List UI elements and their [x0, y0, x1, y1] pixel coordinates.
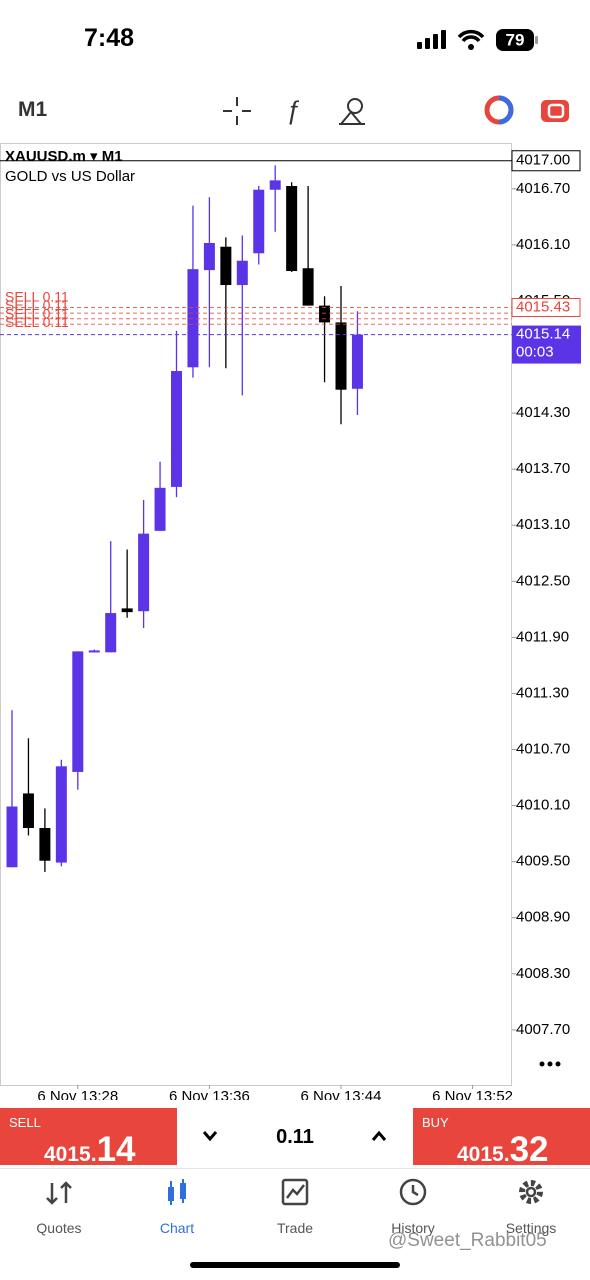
- x-tick-label: 6 Nov 13:36: [169, 1088, 250, 1100]
- sell-price-big: 4015.: [44, 1143, 97, 1166]
- order-price-box: [511, 297, 581, 317]
- volume-up[interactable]: [371, 1130, 387, 1142]
- y-tick-label: 4013.10: [516, 516, 570, 533]
- candle-body: [105, 613, 117, 653]
- sell-button[interactable]: SELL 4015.14: [0, 1108, 177, 1169]
- chart-subtitle: GOLD vs US Dollar: [5, 168, 135, 185]
- tab-label: History: [391, 1220, 435, 1236]
- order-price-label: 4015.43: [516, 298, 570, 315]
- y-tick-label: 4014.30: [516, 404, 570, 421]
- candle-body: [319, 305, 331, 323]
- y-tick-label: 4012.50: [516, 572, 570, 589]
- volume-control: 0.11: [177, 1108, 413, 1165]
- home-indicator: [190, 1262, 400, 1268]
- high-price-box: [511, 150, 581, 172]
- tab-label: Quotes: [36, 1220, 82, 1236]
- current-price-box: [512, 325, 581, 364]
- trade-icon[interactable]: [541, 100, 569, 122]
- volume[interactable]: 0.11: [276, 1126, 314, 1148]
- clock: 7:48: [84, 24, 135, 52]
- tab[interactable]: Settings: [472, 1177, 590, 1247]
- order-label: SELL 0.11: [5, 314, 69, 330]
- candle-body: [171, 371, 182, 487]
- plot-frame: [0, 143, 512, 1086]
- y-tick-label: 4008.30: [516, 965, 570, 982]
- y-tick-label: 4010.70: [516, 740, 570, 757]
- volume-down[interactable]: [202, 1130, 218, 1142]
- candle-body: [335, 322, 347, 390]
- candle-body: [302, 268, 314, 306]
- one-click-icon[interactable]: [484, 95, 514, 125]
- tab[interactable]: Chart: [118, 1177, 236, 1247]
- y-tick-label: 4008.90: [516, 909, 570, 926]
- candle-body: [220, 246, 232, 286]
- sell-price-pips: 14: [96, 1130, 136, 1169]
- sell-label: SELL: [9, 1115, 41, 1130]
- tab[interactable]: History: [354, 1177, 472, 1247]
- x-tick-label: 6 Nov 13:28: [37, 1088, 118, 1100]
- tab-icon: [281, 1178, 309, 1206]
- buy-label: BUY: [422, 1115, 449, 1130]
- current-price-label: 4015.14: [516, 326, 570, 343]
- chart: XAUUSD.m ▾ M1 GOLD vs US Dollar 4016.70 4…: [0, 143, 581, 1100]
- y-tick-label: 4016.70: [516, 180, 570, 197]
- buy-price-pips: 32: [509, 1130, 549, 1169]
- tab-bar: Quotes Chart Trade History Settings: [0, 1168, 590, 1249]
- timeframe-button[interactable]: M1: [18, 98, 48, 121]
- tab-icon: [46, 1181, 72, 1205]
- candle-body: [286, 185, 298, 272]
- order-label: SELL 0.11: [5, 306, 69, 322]
- candle-body: [138, 533, 150, 612]
- high-price-label: 4017.00: [516, 152, 570, 169]
- buy-price-big: 4015.: [457, 1143, 510, 1166]
- x-tick-label: 6 Nov 13:44: [301, 1088, 382, 1100]
- x-tick-label: 6 Nov 13:52: [432, 1088, 513, 1100]
- candle-body: [88, 650, 100, 653]
- candle-body: [269, 180, 281, 190]
- more-dot: [539, 1061, 545, 1067]
- tab[interactable]: Quotes: [0, 1177, 118, 1247]
- candle-body: [351, 334, 363, 389]
- candle-body: [6, 806, 18, 868]
- candle-body: [203, 242, 215, 271]
- chart-symbol: XAUUSD.m ▾ M1: [5, 148, 123, 165]
- objects-icon[interactable]: [338, 98, 365, 125]
- tab[interactable]: Trade: [236, 1177, 354, 1247]
- candle-body: [154, 487, 166, 531]
- watermark: @Sweet_Rabbit05: [388, 1230, 547, 1251]
- candle-body: [121, 608, 133, 613]
- tab-label: Trade: [276, 1220, 314, 1236]
- tab-label: Chart: [159, 1220, 195, 1236]
- status-icons: 79: [417, 29, 538, 51]
- order-label: SELL 0.11: [5, 297, 69, 313]
- y-tick-label: 4009.50: [516, 853, 570, 870]
- candle-body: [55, 766, 67, 863]
- candle-body: [22, 793, 34, 829]
- more-dot: [547, 1061, 553, 1067]
- more-dot: [555, 1061, 561, 1067]
- countdown: 00:03: [516, 344, 554, 361]
- crosshair-icon[interactable]: [223, 97, 251, 125]
- indicator-icon[interactable]: ƒ: [286, 95, 300, 125]
- candle-body: [72, 651, 84, 772]
- y-tick-label: 4011.90: [516, 628, 569, 645]
- candle-body: [253, 189, 265, 254]
- y-tick-label: 4016.10: [516, 236, 570, 253]
- y-tick-label: 4010.10: [516, 797, 570, 814]
- candle-body: [236, 260, 248, 286]
- y-tick-label: 4011.30: [516, 684, 569, 701]
- tab-icon: [399, 1178, 427, 1206]
- order-label: SELL 0.11: [5, 289, 69, 305]
- tab-icon: [519, 1180, 543, 1204]
- buy-button[interactable]: BUY 4015.32: [413, 1108, 590, 1169]
- y-tick-label: 4007.70: [516, 1021, 570, 1038]
- battery-level: 79: [506, 30, 525, 49]
- candle-body: [39, 828, 51, 861]
- y-tick-label: 4013.70: [516, 460, 570, 477]
- tab-icon: [168, 1179, 186, 1205]
- toolbar-icons: ƒ: [223, 95, 569, 125]
- tab-label: Settings: [505, 1220, 557, 1236]
